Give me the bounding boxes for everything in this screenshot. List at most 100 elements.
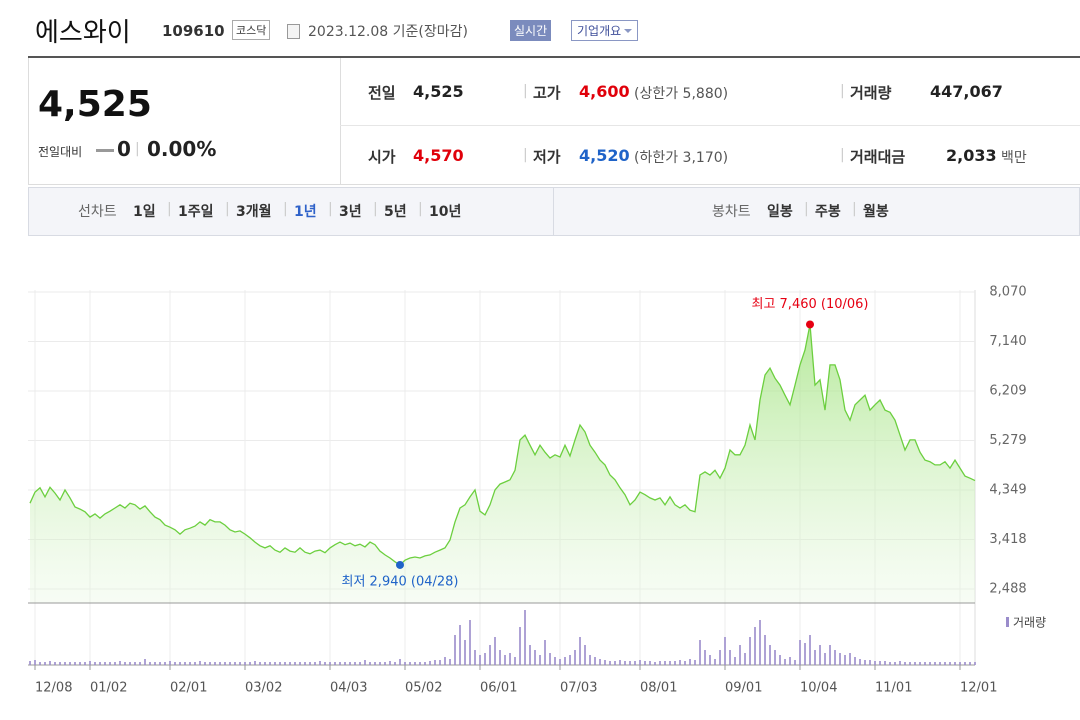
volume-bar [94, 662, 96, 665]
current-price: 4,525 [38, 84, 152, 125]
volume-bar [714, 659, 716, 665]
volume-bar [859, 659, 861, 665]
volume-bar [799, 640, 801, 665]
volume-bar [564, 657, 566, 665]
change: 0 [117, 137, 131, 161]
volume-bar [819, 645, 821, 665]
x-tick-label: 12/08 [35, 681, 72, 696]
separator: | [373, 201, 378, 217]
volume-bar [144, 659, 146, 665]
volume-bar [354, 662, 356, 665]
volume-bar [884, 661, 886, 665]
tab[interactable]: 1년 [294, 204, 317, 220]
volume-bar [774, 650, 776, 665]
volume-bar [499, 650, 501, 665]
volume-bar [164, 662, 166, 665]
flat-icon [96, 149, 114, 152]
header-rule [28, 56, 1080, 58]
separator: | [135, 141, 140, 157]
separator: | [328, 201, 333, 217]
volume-bar [419, 662, 421, 665]
volume-bar [624, 661, 626, 665]
separator: | [840, 83, 845, 99]
volume-bar [339, 662, 341, 665]
tab[interactable]: 1일 [133, 204, 156, 220]
tab[interactable]: 3개월 [236, 204, 272, 220]
volume-bar [199, 661, 201, 665]
volume-bar [219, 662, 221, 665]
volume-bar [454, 635, 456, 665]
volume-bar [469, 620, 471, 665]
volume-bar [904, 662, 906, 665]
volume-bar [129, 662, 131, 665]
volume-bar [724, 637, 726, 665]
volume-bar [384, 662, 386, 665]
high-marker [806, 320, 814, 329]
volume-bar [444, 657, 446, 665]
volume-bar [79, 662, 81, 665]
tab[interactable]: 3년 [339, 204, 362, 220]
volume-bar [649, 661, 651, 665]
separator: | [523, 147, 528, 163]
volume-bar [729, 650, 731, 665]
volume-bar [934, 662, 936, 665]
company-button[interactable]: 기업개요 [571, 20, 639, 41]
volume-legend-swatch [1006, 617, 1009, 627]
volume-bar [159, 662, 161, 665]
volume-bar [74, 662, 76, 665]
info-label: 시가 [368, 148, 396, 166]
info-note: 백만 [1001, 150, 1027, 166]
volume-bar [249, 662, 251, 665]
volume-bar [64, 662, 66, 665]
volume-bar [674, 661, 676, 665]
price-box [28, 58, 341, 185]
volume-bar [919, 662, 921, 665]
info-value: 4,525 [413, 82, 464, 101]
volume-bar [524, 610, 526, 665]
tab[interactable]: 5년 [384, 204, 407, 220]
tab[interactable]: 일봉 [767, 204, 793, 220]
realtime-button[interactable]: 실시간 [510, 20, 552, 41]
volume-bar [749, 637, 751, 665]
volume-bar [879, 661, 881, 665]
volume-bar [589, 655, 591, 665]
y-tick-label: 5,279 [989, 433, 1026, 448]
volume-bar [549, 653, 551, 665]
x-tick-label: 12/01 [960, 681, 997, 696]
info-label: 전일 [368, 84, 396, 102]
volume-bar [594, 657, 596, 665]
volume-bar [304, 662, 306, 665]
tab[interactable]: 1주일 [178, 204, 214, 220]
volume-bar [334, 662, 336, 665]
tab[interactable]: 10년 [429, 204, 462, 220]
volume-bar [44, 662, 46, 665]
volume-bar [344, 662, 346, 665]
volume-bar [849, 653, 851, 665]
volume-bar [319, 661, 321, 665]
x-tick-label: 03/02 [245, 681, 282, 696]
volume-bar [504, 655, 506, 665]
volume-bar [254, 661, 256, 665]
volume-bar [479, 655, 481, 665]
info-label: 고가 [533, 84, 561, 102]
volume-bar [149, 662, 151, 665]
volume-bar [429, 661, 431, 665]
volume-bar [939, 662, 941, 665]
info-label: 저가 [533, 148, 561, 166]
low-label: 최저 2,940 (04/28) [341, 574, 458, 589]
volume-bar [974, 662, 976, 665]
volume-bar [739, 645, 741, 665]
volume-bar [99, 662, 101, 665]
volume-bar [189, 662, 191, 665]
volume-bar [804, 643, 806, 665]
separator: | [225, 201, 230, 217]
volume-bar [769, 645, 771, 665]
volume-bar [759, 620, 761, 665]
y-tick-label: 7,140 [989, 334, 1026, 349]
tab[interactable]: 월봉 [863, 204, 889, 220]
volume-bar [914, 662, 916, 665]
x-tick-label: 10/04 [800, 681, 837, 696]
tab[interactable]: 주봉 [815, 204, 841, 220]
volume-bar [179, 662, 181, 665]
